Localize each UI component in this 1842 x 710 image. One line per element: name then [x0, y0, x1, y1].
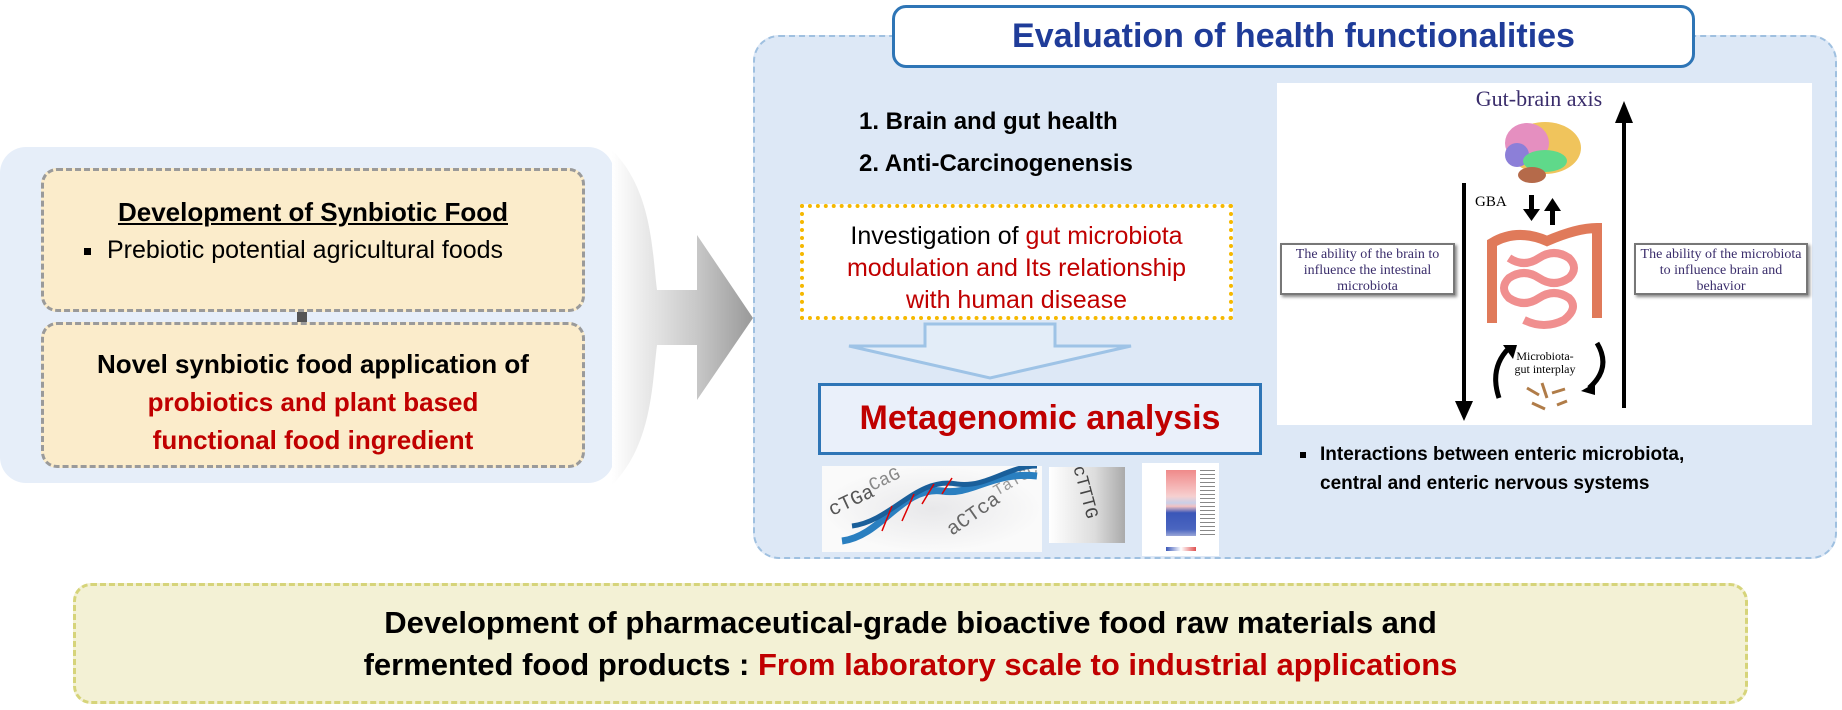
intestine-icon: [1487, 222, 1602, 329]
novel-line1: Novel synbiotic food application of: [97, 349, 529, 379]
investigation-red3: with human disease: [906, 286, 1127, 314]
sequence-text-image: cTTTG: [1049, 467, 1125, 543]
summary-line2-red: From laboratory scale to industrial appl…: [758, 647, 1458, 682]
brain-to-microbiota-label: The ability of the brain to influence th…: [1280, 243, 1455, 295]
cycle-arrow-left-icon: [1493, 346, 1511, 399]
investigation-box: Investigation of gut microbiota modulati…: [800, 204, 1233, 320]
cycle-arrow-right-icon: [1587, 341, 1606, 390]
interactions-line2: central and enteric nervous systems: [1320, 473, 1650, 494]
item-anticarcinogenesis: 2. Anti-Carcinogenensis: [859, 150, 1133, 177]
brain-icon: [1505, 122, 1581, 183]
interactions-bullet: Interactions between enteric microbiota,…: [1300, 440, 1684, 498]
summary-line1: Development of pharmaceutical-grade bioa…: [384, 605, 1437, 640]
synbiotic-bullet: Prebiotic potential agricultural foods: [44, 236, 582, 265]
sequence-letters: cTTTG: [1067, 467, 1101, 522]
bullet-icon: [84, 247, 91, 255]
big-right-arrow-icon: [612, 150, 753, 485]
gut-brain-graphics: [1455, 101, 1633, 421]
bacteria-icon: [1526, 382, 1568, 411]
microbiota-to-brain-label: The ability of the microbiota to influen…: [1634, 243, 1808, 295]
investigation-red2: modulation and Its relationship: [846, 254, 1187, 282]
microbiota-gut-interplay-label: Microbiota-gut interplay: [1514, 349, 1576, 376]
summary-line2-black: fermented food products :: [363, 647, 758, 682]
novel-line3: functional food ingredient: [152, 425, 474, 455]
gut-brain-title: Gut-brain axis: [1475, 86, 1603, 111]
dna-helix-image: cTGa CaG aCTca TaTGC: [822, 466, 1042, 552]
metagenomic-analysis-box: Metagenomic analysis: [818, 383, 1262, 455]
bottom-summary-box: Development of pharmaceutical-grade bioa…: [73, 583, 1748, 704]
novel-application-box: Novel synbiotic food application of prob…: [41, 322, 585, 468]
item-brain-gut: 1. Brain and gut health: [859, 108, 1118, 135]
novel-line2: probiotics and plant based: [147, 387, 479, 417]
synbiotic-food-box: Development of Synbiotic Food Prebiotic …: [41, 168, 585, 312]
hollow-down-arrow-icon: [848, 322, 1132, 380]
synbiotic-food-title: Development of Synbiotic Food: [117, 197, 508, 227]
synbiotic-bullet-text: Prebiotic potential agricultural foods: [107, 236, 504, 264]
heatmap-image: [1142, 463, 1219, 556]
bullet-icon: [1300, 451, 1306, 458]
investigation-prefix: Investigation of: [850, 222, 1026, 250]
investigation-red1: gut microbiota: [1025, 222, 1183, 250]
interactions-line1: Interactions between enteric microbiota,: [1320, 444, 1685, 465]
evaluation-title: Evaluation of health functionalities: [892, 5, 1695, 68]
gba-label: GBA: [1475, 194, 1507, 210]
gba-arrows-icon: [1523, 195, 1561, 225]
